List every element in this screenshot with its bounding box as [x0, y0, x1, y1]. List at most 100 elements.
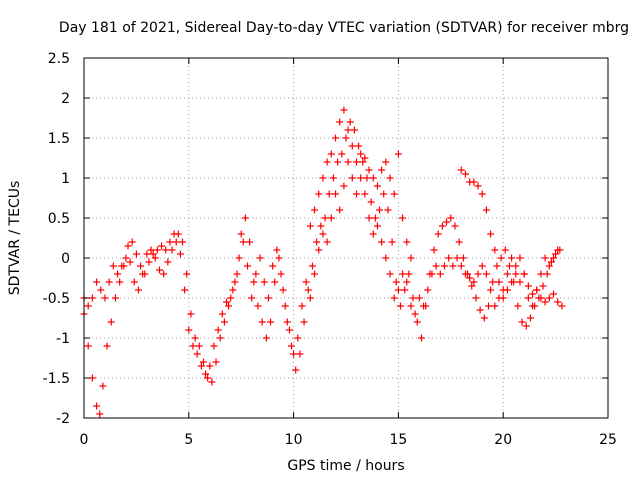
data-point [390, 190, 398, 198]
data-point [516, 254, 524, 262]
data-point [443, 218, 451, 226]
series-sdtvar-track-c [306, 106, 562, 310]
data-point [489, 278, 497, 286]
data-point [470, 178, 478, 186]
data-point [336, 118, 344, 126]
data-point [550, 290, 558, 298]
data-point [202, 370, 210, 378]
data-point [153, 246, 161, 254]
data-point [273, 246, 281, 254]
data-point [195, 342, 203, 350]
data-point [357, 150, 365, 158]
y-tick-label: 2 [61, 91, 70, 107]
data-point [472, 294, 480, 302]
data-point [524, 282, 532, 290]
data-point [382, 254, 390, 262]
y-tick-label: 1 [61, 171, 70, 187]
data-point [256, 254, 264, 262]
data-point [491, 302, 499, 310]
data-point [164, 258, 172, 266]
data-point [294, 334, 302, 342]
x-tick-label: 0 [80, 432, 89, 448]
data-point [181, 286, 189, 294]
data-point [323, 158, 331, 166]
data-point [478, 190, 486, 198]
data-point [346, 118, 354, 126]
data-point [405, 270, 413, 278]
data-point [246, 238, 254, 246]
data-point [380, 190, 388, 198]
data-point [554, 298, 562, 306]
data-point [468, 282, 476, 290]
data-point [537, 294, 545, 302]
data-point [162, 246, 170, 254]
data-point [114, 270, 122, 278]
data-point [386, 270, 394, 278]
series-sdtvar-track-b [80, 158, 566, 378]
data-point [262, 334, 270, 342]
data-point [212, 358, 220, 366]
data-point [317, 222, 325, 230]
data-point [352, 190, 360, 198]
data-point [352, 158, 360, 166]
data-point [378, 238, 386, 246]
data-point [522, 322, 530, 330]
data-point [243, 262, 251, 270]
data-point [208, 378, 216, 386]
data-point [302, 278, 310, 286]
data-point [139, 270, 147, 278]
data-point [329, 174, 337, 182]
data-point [342, 134, 350, 142]
data-point [474, 270, 482, 278]
data-point [392, 278, 400, 286]
x-axis-ticks: 0 5 10 15 20 25 [80, 58, 617, 448]
data-point [495, 278, 503, 286]
data-point [254, 302, 262, 310]
data-point [367, 198, 375, 206]
data-point [369, 174, 377, 182]
data-point [386, 174, 394, 182]
data-point [88, 294, 96, 302]
data-point [225, 302, 233, 310]
data-point [105, 278, 113, 286]
data-point [197, 362, 205, 370]
data-point [97, 286, 105, 294]
data-point [399, 270, 407, 278]
chart-title: Day 181 of 2021, Sidereal Day-to-day VTE… [59, 20, 629, 36]
data-point [134, 286, 142, 294]
data-point [99, 382, 107, 390]
data-point [319, 230, 327, 238]
data-point [187, 310, 195, 318]
data-point [409, 294, 417, 302]
data-point [323, 238, 331, 246]
data-point [191, 334, 199, 342]
data-point [365, 166, 373, 174]
data-point [520, 270, 528, 278]
data-point [166, 238, 174, 246]
x-tick-label: 20 [494, 432, 512, 448]
data-point [441, 262, 449, 270]
data-point [160, 270, 168, 278]
data-point [277, 270, 285, 278]
grid-lines [84, 58, 608, 418]
y-axis-ticks: -2 -1.5 -1 -0.5 0 0.5 1 1.5 2 2.5 [43, 51, 608, 427]
y-tick-label: 1.5 [48, 131, 70, 147]
y-tick-label: -2 [56, 411, 70, 427]
data-point [118, 262, 126, 270]
data-point [453, 254, 461, 262]
data-point [554, 246, 562, 254]
data-point [327, 150, 335, 158]
data-point [558, 302, 566, 310]
data-point [526, 314, 534, 322]
data-point [214, 326, 222, 334]
data-point [84, 302, 92, 310]
data-point [204, 374, 212, 382]
data-point [403, 278, 411, 286]
data-point [344, 158, 352, 166]
data-point [541, 298, 549, 306]
data-point [96, 410, 104, 418]
data-point [281, 302, 289, 310]
data-point [321, 214, 329, 222]
data-point [369, 230, 377, 238]
data-point [461, 170, 469, 178]
